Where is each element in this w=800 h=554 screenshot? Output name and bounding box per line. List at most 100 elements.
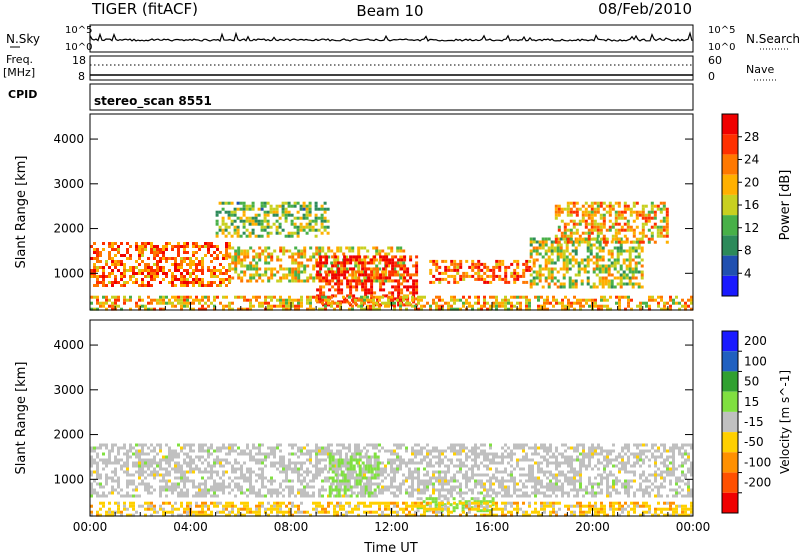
power-echo-cell: [627, 304, 630, 308]
velocity-echo-cell: [408, 491, 411, 495]
power-echo-cell: [276, 279, 280, 283]
power-echo-cell: [391, 270, 395, 274]
power-echo-cell: [240, 276, 244, 280]
power-echo-cell: [331, 270, 335, 274]
nsky-label: N.Sky: [6, 32, 40, 46]
velocity-echo-cell: [387, 488, 390, 492]
velocity-echo-cell: [594, 491, 597, 495]
power-echo-cell: [601, 279, 605, 283]
power-echo-cell: [144, 307, 147, 311]
power-echo-cell: [572, 204, 576, 208]
power-echo-cell: [450, 259, 454, 263]
power-echo-cell: [328, 270, 332, 274]
power-echo-cell: [459, 298, 462, 302]
power-echo-cell: [309, 307, 312, 311]
power-echo-cell: [587, 237, 591, 241]
velocity-echo-cell: [315, 449, 318, 453]
velocity-echo-cell: [346, 479, 350, 483]
power-echo-cell: [299, 222, 303, 226]
power-echo-cell: [305, 210, 309, 214]
velocity-echo-cell: [180, 446, 183, 450]
power-echo-cell: [337, 267, 341, 271]
power-echo-cell: [560, 219, 564, 223]
velocity-echo-cell: [675, 479, 678, 483]
velocity-echo-cell: [333, 494, 336, 498]
velocity-echo-cell: [558, 473, 561, 477]
power-echo-cell: [102, 266, 105, 269]
velocity-echo-cell: [573, 473, 576, 477]
velocity-echo-cell: [207, 464, 210, 468]
velocity-echo-cell: [192, 485, 195, 489]
velocity-echo-cell: [279, 449, 282, 453]
velocity-echo-cell: [183, 446, 186, 450]
velocity-echo-cell: [441, 470, 444, 474]
velocity-echo-cell: [255, 458, 258, 462]
velocity-echo-cell: [396, 470, 399, 474]
power-echo-cell: [150, 242, 153, 245]
velocity-echo-cell: [364, 464, 368, 468]
velocity-echo-cell: [331, 464, 335, 468]
power-echo-cell: [538, 276, 542, 280]
power-echo-cell: [607, 273, 611, 277]
velocity-echo-cell: [390, 464, 393, 468]
power-echo-cell: [537, 298, 540, 302]
power-echo-cell: [111, 284, 114, 287]
power-echo-cell: [296, 231, 300, 235]
power-echo-cell: [605, 240, 609, 244]
velocity-echo-cell: [528, 446, 531, 450]
velocity-echo-cell: [192, 449, 195, 453]
velocity-echo-cell: [474, 455, 477, 459]
power-echo-cell: [610, 240, 614, 244]
power-echo-cell: [96, 284, 99, 287]
power-echo-cell: [129, 269, 132, 272]
power-echo-cell: [320, 216, 324, 220]
velocity-echo-cell: [174, 476, 177, 480]
power-echo-cell: [550, 243, 554, 247]
power-echo-cell: [650, 204, 654, 208]
power-echo-cell: [552, 304, 555, 308]
velocity-echo-cell: [396, 464, 399, 468]
power-echo-cell: [273, 249, 277, 253]
velocity-echo-cell: [370, 476, 374, 480]
velocity-echo-cell: [489, 479, 492, 483]
power-echo-cell: [305, 216, 309, 220]
power-echo-cell: [105, 284, 108, 287]
velocity-echo-cell: [204, 449, 207, 453]
power-echo-cell: [270, 258, 274, 262]
velocity-echo-cell: [672, 461, 675, 465]
velocity-echo-cell: [288, 443, 291, 447]
velocity-echo-cell: [114, 461, 117, 465]
power-echo-cell: [321, 301, 324, 305]
velocity-echo-cell: [600, 488, 603, 492]
velocity-echo-cell: [510, 470, 513, 474]
velocity-echo-cell: [123, 452, 126, 456]
power-echo-cell: [312, 267, 316, 271]
velocity-echo-cell: [510, 455, 513, 459]
power-echo-cell: [213, 266, 216, 269]
velocity-echo-cell: [663, 461, 666, 465]
velocity-echo-cell: [501, 482, 504, 486]
velocity-echo-cell: [429, 452, 432, 456]
power-echo-cell: [213, 281, 216, 284]
power-echo-cell: [174, 304, 177, 308]
velocity-echo-cell: [393, 443, 396, 447]
velocity-echo-cell: [201, 470, 204, 474]
velocity-echo-cell: [99, 458, 102, 462]
power-echo-cell: [625, 258, 629, 262]
velocity-echo-cell: [270, 476, 273, 480]
velocity-echo-cell: [504, 479, 507, 483]
power-echo-cell: [135, 272, 138, 275]
velocity-echo-cell: [579, 443, 582, 447]
power-echo-cell: [554, 213, 558, 217]
power-echo-cell: [141, 284, 144, 287]
velocity-echo-cell: [501, 455, 504, 459]
velocity-echo-cell: [600, 482, 603, 486]
power-echo-cell: [411, 298, 414, 302]
power-echo-cell: [343, 264, 347, 268]
power-echo-cell: [270, 295, 273, 299]
power-echo-cell: [453, 280, 457, 284]
power-echo-cell: [162, 301, 165, 305]
power-echo-cell: [622, 258, 626, 262]
power-echo-cell: [316, 273, 320, 277]
velocity-echo-cell: [355, 485, 359, 489]
